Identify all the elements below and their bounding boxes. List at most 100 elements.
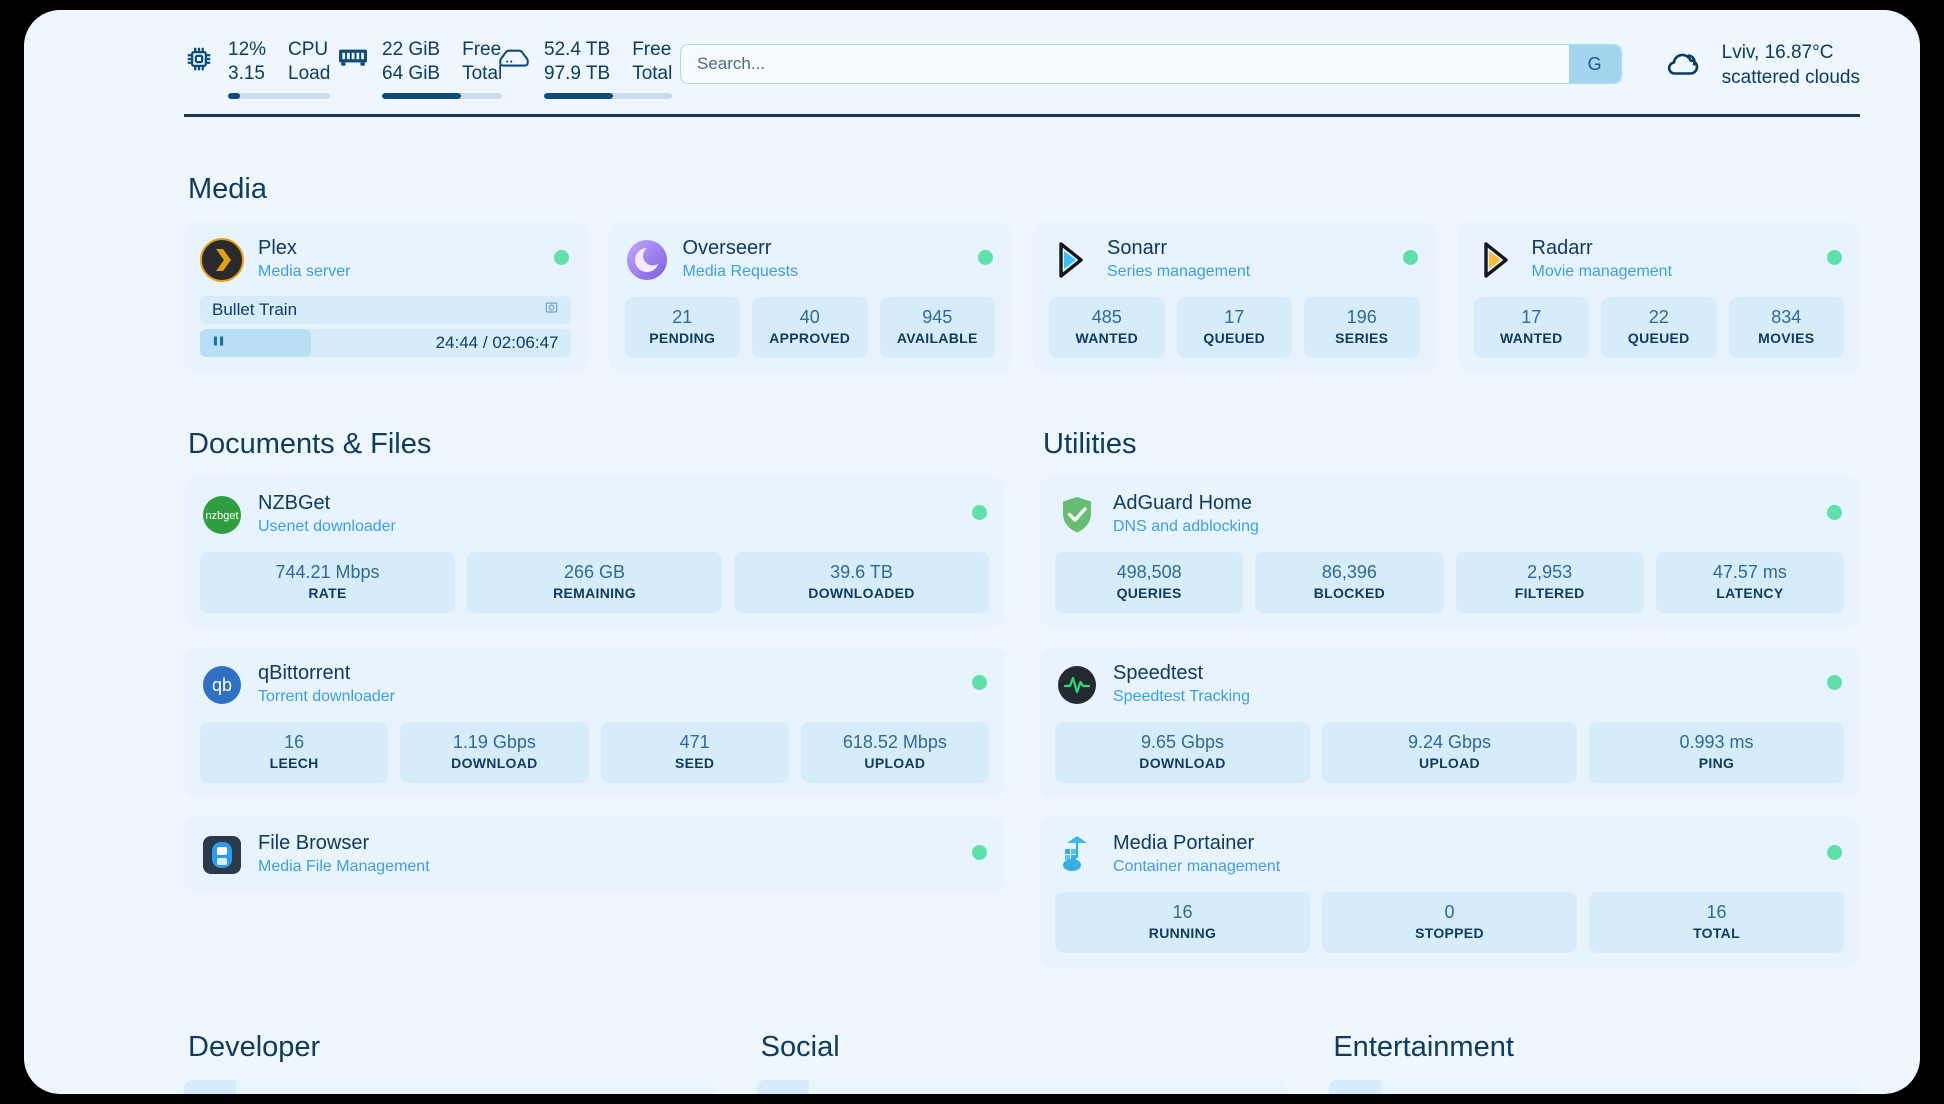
service-name: Overseerr bbox=[682, 237, 772, 259]
bookmark-group-social: Social LI LinkedIn linkedin.com TW Twitt… bbox=[756, 1031, 1288, 1094]
cpu-load-value: 3.15 bbox=[228, 62, 265, 84]
stats-row: 485 WANTED 17 QUEUED 196 SERIES bbox=[1049, 297, 1420, 358]
card-header: AdGuard Home DNS and adblocking bbox=[1055, 491, 1844, 538]
bookmark-name: YouTube bbox=[1381, 1092, 1750, 1094]
bookmark-group-developer: Developer GH Github github.com SO StackO… bbox=[184, 1031, 715, 1094]
stat-movies: 834 MOVIES bbox=[1728, 297, 1844, 358]
bookmark-group-title: Developer bbox=[188, 1031, 321, 1063]
overseerr-icon bbox=[625, 238, 669, 282]
qbittorrent-icon: qb bbox=[200, 663, 244, 707]
stat-label: SEED bbox=[674, 755, 715, 771]
stat-label: AVAILABLE bbox=[896, 330, 978, 346]
stat-label: RATE bbox=[308, 585, 347, 601]
weather-location-temperature: Lviv, 16.87°C bbox=[1721, 42, 1834, 63]
svg-text:qb: qb bbox=[212, 675, 232, 695]
disk-free-value: 52.4 TB bbox=[544, 38, 611, 60]
service-name: Sonarr bbox=[1107, 237, 1168, 259]
service-card-file-browser[interactable]: File Browser Media File Management bbox=[184, 817, 1005, 892]
service-card-adguard-home[interactable]: AdGuard Home DNS and adblocking 498,508 … bbox=[1039, 477, 1860, 627]
status-badge-online bbox=[978, 250, 993, 265]
section-title-documents: Documents & Files bbox=[188, 428, 432, 460]
search-submit-button[interactable]: G bbox=[1568, 45, 1621, 83]
stat-label: PING bbox=[1698, 755, 1735, 771]
card-header: qb qBittorrent Torrent downloader bbox=[200, 661, 989, 708]
ram-free-value: 22 GiB bbox=[382, 38, 441, 60]
service-card-radarr[interactable]: Radarr Movie management 17 WANTED 22 QUE… bbox=[1457, 222, 1860, 372]
header-divider bbox=[184, 114, 1860, 117]
status-badge-online bbox=[1827, 675, 1842, 690]
disk-label-top: Free bbox=[632, 38, 672, 60]
service-card-qbittorrent[interactable]: qb qBittorrent Torrent downloader bbox=[184, 647, 1005, 797]
service-card-nzbget[interactable]: nzbget NZBGet Usenet downloader 74 bbox=[184, 477, 1005, 627]
ram-total-value: 64 GiB bbox=[382, 62, 441, 84]
ram-meter bbox=[382, 92, 503, 99]
stat-value: 1.19 Gbps bbox=[452, 732, 536, 752]
stat-value: 9.24 Gbps bbox=[1407, 732, 1492, 752]
stat-label: DOWNLOAD bbox=[451, 755, 538, 771]
now-playing-progress[interactable]: 24:44 / 02:06:47 bbox=[200, 329, 571, 357]
search-box[interactable]: G bbox=[680, 44, 1622, 84]
service-description: Container management bbox=[1113, 858, 1281, 875]
service-description: Speedtest Tracking bbox=[1113, 688, 1250, 705]
stats-row: 498,508 QUERIES 86,396 BLOCKED 2,953 FIL… bbox=[1055, 552, 1844, 613]
bookmark-group-title: Entertainment bbox=[1333, 1031, 1514, 1063]
utilities-card-stack: AdGuard Home DNS and adblocking 498,508 … bbox=[1039, 477, 1860, 967]
card-header: nzbget NZBGet Usenet downloader bbox=[200, 491, 989, 538]
dashboard-header: 12% 3.15 CPU Load bbox=[24, 10, 1920, 100]
bookmark-item-youtube[interactable]: YT YouTube youtube.com bbox=[1329, 1080, 1861, 1094]
service-name: qBittorrent bbox=[258, 662, 351, 684]
ram-icon bbox=[338, 44, 368, 73]
card-header: Sonarr Series management bbox=[1049, 236, 1420, 283]
service-card-plex[interactable]: Plex Media server Bullet Train bbox=[184, 222, 587, 372]
bookmark-badge: YT bbox=[1329, 1080, 1382, 1094]
stat-value: 945 bbox=[922, 307, 953, 327]
filebrowser-icon bbox=[200, 833, 244, 877]
bookmark-url: linkedin.com bbox=[1180, 1093, 1287, 1094]
stats-row: 744.21 Mbps RATE 266 GB REMAINING 39.6 T… bbox=[200, 552, 989, 613]
elapsed-time: 24:44 bbox=[435, 333, 479, 352]
media-card-row: Plex Media server Bullet Train bbox=[184, 222, 1860, 372]
stat-label: WANTED bbox=[1075, 330, 1138, 346]
service-card-sonarr[interactable]: Sonarr Series management 485 WANTED 17 Q… bbox=[1033, 222, 1436, 372]
dashboard-page: 12% 3.15 CPU Load bbox=[24, 10, 1920, 1094]
disk-label-bottom: Total bbox=[632, 62, 673, 84]
cpu-label-bottom: Load bbox=[288, 62, 331, 84]
stat-value: 17 bbox=[1224, 307, 1245, 327]
total-time: 02:06:47 bbox=[492, 333, 559, 352]
playback-time: 24:44 / 02:06:47 bbox=[436, 333, 559, 353]
status-badge-online bbox=[972, 505, 987, 520]
service-name: AdGuard Home bbox=[1113, 492, 1252, 514]
bookmark-item-github[interactable]: GH Github github.com bbox=[184, 1080, 715, 1094]
stat-value: 86,396 bbox=[1321, 562, 1377, 582]
stat-value: 0 bbox=[1444, 902, 1455, 922]
stat-available: 945 AVAILABLE bbox=[879, 297, 995, 358]
documents-column: Documents & Files nzbget NZBGet bbox=[184, 372, 1005, 967]
bookmark-item-linkedin[interactable]: LI LinkedIn linkedin.com bbox=[756, 1080, 1288, 1094]
stat-value: 196 bbox=[1346, 307, 1377, 327]
weather-condition: scattered clouds bbox=[1721, 67, 1860, 88]
stat-upload: 9.24 Gbps UPLOAD bbox=[1322, 722, 1577, 783]
time-separator: / bbox=[482, 333, 488, 352]
stat-value: 498,508 bbox=[1116, 562, 1182, 582]
search-input[interactable] bbox=[681, 45, 1569, 83]
status-badge-online bbox=[972, 675, 987, 690]
bookmark-list: YT YouTube youtube.com NF Netflix netfli… bbox=[1329, 1080, 1861, 1094]
stat-label: LATENCY bbox=[1716, 585, 1784, 601]
service-card-media-portainer[interactable]: Media Portainer Container management 16 … bbox=[1039, 817, 1860, 967]
stats-row: 21 PENDING 40 APPROVED 945 AVAILABLE bbox=[624, 297, 995, 358]
service-card-overseerr[interactable]: Overseerr Media Requests 21 PENDING 40 A… bbox=[608, 222, 1011, 372]
cast-icon[interactable] bbox=[544, 300, 559, 320]
section-title-media: Media bbox=[188, 173, 267, 205]
pause-icon[interactable] bbox=[212, 334, 225, 353]
stat-label: QUERIES bbox=[1116, 585, 1182, 601]
service-card-speedtest[interactable]: Speedtest Speedtest Tracking 9.65 Gbps D… bbox=[1039, 647, 1860, 797]
service-description: Media Requests bbox=[682, 263, 799, 280]
stat-rate: 744.21 Mbps RATE bbox=[200, 552, 455, 613]
bookmark-list: LI LinkedIn linkedin.com TW Twitter twit… bbox=[756, 1080, 1288, 1094]
status-badge-online bbox=[553, 250, 569, 265]
now-playing-title-bar: Bullet Train bbox=[200, 296, 571, 324]
bookmark-name: Github bbox=[236, 1092, 618, 1094]
stat-label: QUEUED bbox=[1627, 330, 1690, 346]
svg-text:nzbget: nzbget bbox=[205, 510, 238, 522]
cloud-icon bbox=[1662, 46, 1706, 85]
